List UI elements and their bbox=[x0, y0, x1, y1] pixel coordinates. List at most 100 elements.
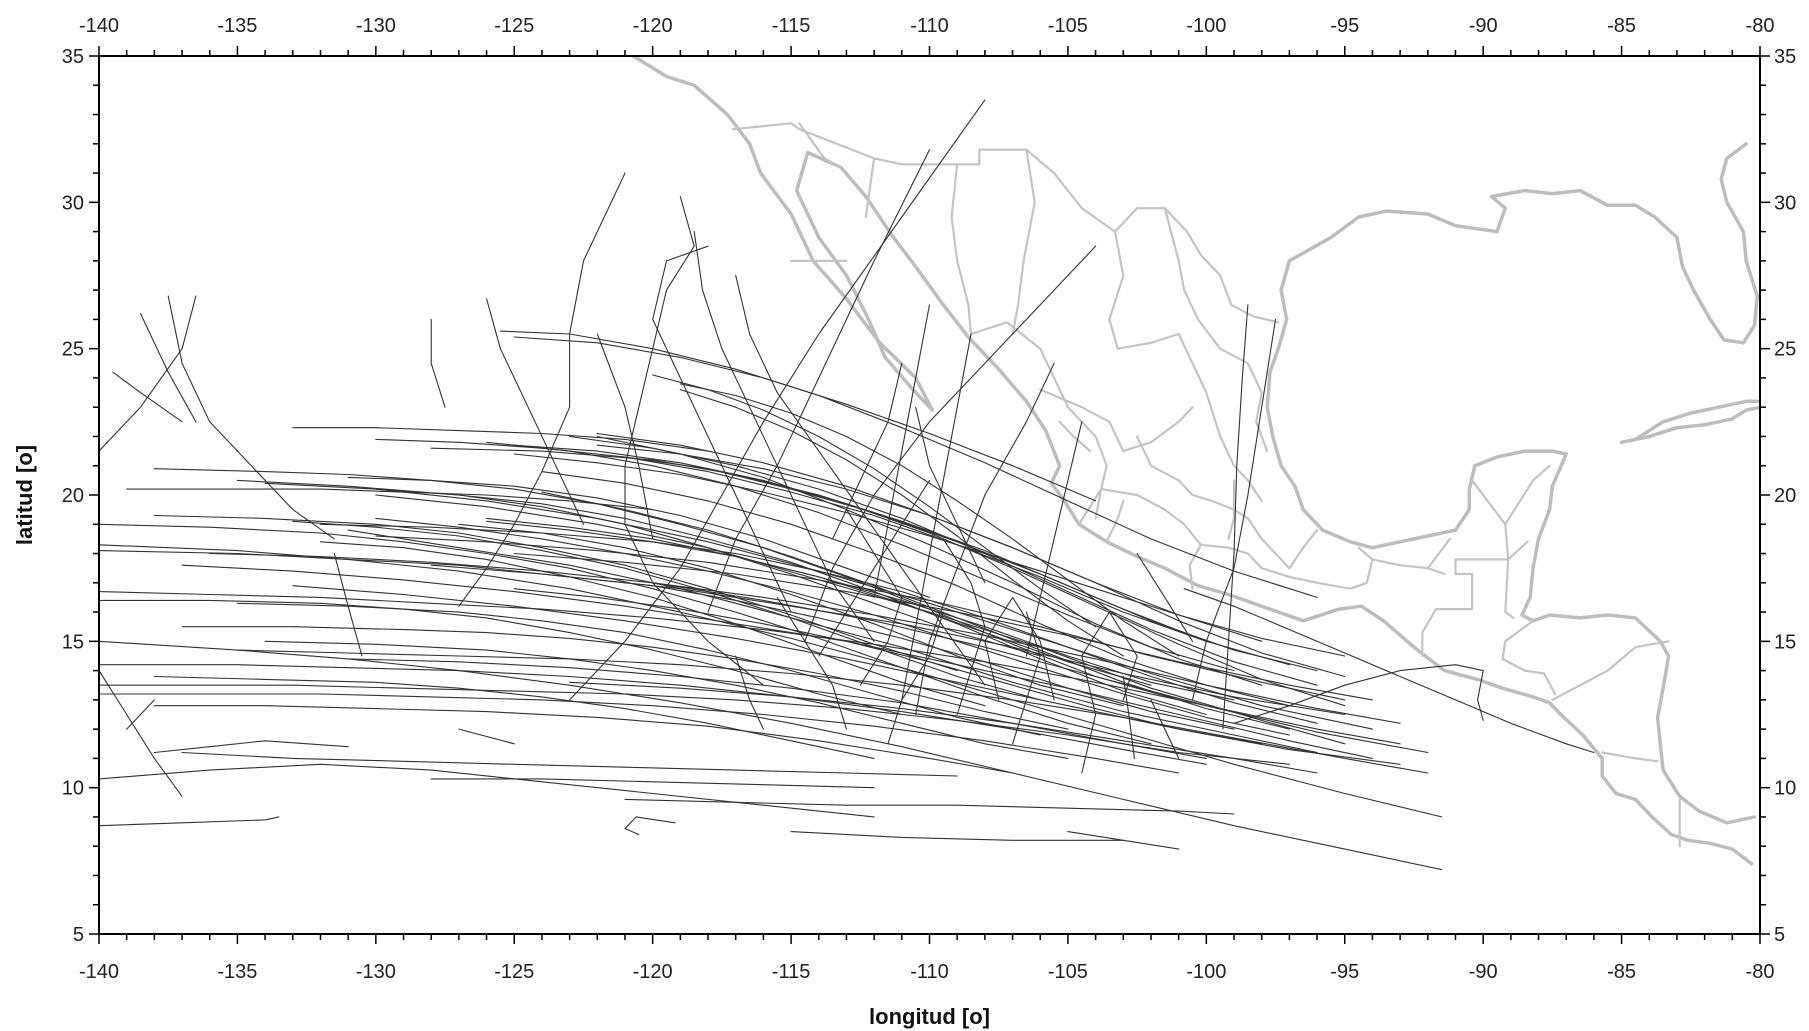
track-63 bbox=[624, 798, 1235, 815]
border-28 bbox=[1199, 543, 1263, 570]
track-93 bbox=[915, 406, 986, 584]
track-84 bbox=[1222, 304, 1249, 730]
y-tick-label-left: 10 bbox=[62, 778, 84, 800]
track-28 bbox=[652, 374, 1097, 628]
track-97 bbox=[1136, 552, 1194, 642]
y-tick-label-right: 30 bbox=[1774, 192, 1796, 214]
y-tick-label-right: 20 bbox=[1774, 485, 1796, 507]
track-7 bbox=[347, 658, 1207, 759]
track-45 bbox=[319, 541, 986, 707]
border-16 bbox=[1039, 388, 1125, 453]
track-27 bbox=[513, 453, 1346, 657]
land-layer bbox=[631, 56, 1760, 866]
track-75 bbox=[652, 245, 792, 613]
y-axis-title: latitud [o] bbox=[12, 445, 37, 545]
track-43 bbox=[236, 479, 1041, 657]
track-54 bbox=[513, 444, 1346, 707]
track-74 bbox=[693, 231, 875, 642]
track-82 bbox=[873, 304, 931, 598]
track-14 bbox=[375, 535, 1346, 701]
track-68 bbox=[99, 611, 183, 797]
track-25 bbox=[541, 491, 1290, 730]
y-tick-label-left: 20 bbox=[62, 485, 84, 507]
track-56 bbox=[292, 427, 709, 452]
x-tick-label-bottom: -130 bbox=[356, 961, 396, 983]
track-20 bbox=[292, 585, 1401, 765]
x-tick-label-bottom: -80 bbox=[1746, 961, 1775, 983]
ticks bbox=[89, 46, 1770, 944]
track-101 bbox=[845, 509, 903, 686]
x-tick-label-top: -120 bbox=[633, 15, 673, 37]
x-tick-label-bottom: -85 bbox=[1607, 961, 1636, 983]
track-87 bbox=[99, 295, 197, 452]
track-34 bbox=[153, 514, 958, 672]
track-32 bbox=[458, 523, 1124, 707]
border-38 bbox=[1188, 543, 1202, 590]
border-30 bbox=[1260, 567, 1368, 590]
track-108 bbox=[1183, 588, 1595, 754]
track-76 bbox=[735, 274, 986, 686]
x-tick-label-top: -80 bbox=[1746, 15, 1775, 37]
border-4 bbox=[1501, 619, 1535, 660]
track-92 bbox=[596, 333, 654, 540]
track-21 bbox=[99, 523, 1152, 745]
border-15 bbox=[969, 321, 1069, 409]
y-tick-label-left: 30 bbox=[62, 192, 84, 214]
track-30 bbox=[153, 705, 1014, 774]
border-36 bbox=[1105, 499, 1125, 543]
border-10 bbox=[798, 122, 842, 169]
y-tick-label-left: 15 bbox=[62, 631, 84, 653]
border-13 bbox=[950, 163, 973, 336]
x-tick-label-bottom: -125 bbox=[494, 961, 534, 983]
border-20 bbox=[1196, 318, 1269, 453]
track-41 bbox=[486, 517, 1152, 686]
track-88 bbox=[139, 312, 197, 423]
track-66 bbox=[1067, 831, 1180, 850]
track-72 bbox=[458, 172, 626, 607]
track-99 bbox=[776, 596, 848, 730]
x-tick-label-bottom: -120 bbox=[633, 961, 673, 983]
border-9 bbox=[1504, 464, 1551, 526]
track-60 bbox=[99, 763, 875, 818]
track-78 bbox=[707, 149, 931, 613]
border-27 bbox=[1227, 479, 1236, 540]
border-1 bbox=[1421, 540, 1529, 658]
y-tick-label-right: 10 bbox=[1774, 778, 1796, 800]
track-94 bbox=[1025, 421, 1083, 657]
x-tick-label-top: -100 bbox=[1186, 15, 1226, 37]
track-67 bbox=[153, 740, 349, 754]
border-33 bbox=[1371, 558, 1446, 576]
track-2 bbox=[181, 564, 1373, 759]
track-22 bbox=[486, 441, 1235, 672]
coastline-3 bbox=[1633, 399, 1760, 442]
y-tick-label-right: 15 bbox=[1774, 631, 1796, 653]
hurricane-tracks bbox=[99, 99, 1595, 871]
track-61 bbox=[99, 816, 280, 827]
border-35 bbox=[1077, 488, 1103, 526]
track-38 bbox=[679, 383, 1180, 657]
track-37 bbox=[486, 520, 1235, 701]
track-47 bbox=[153, 675, 875, 759]
x-tick-label-bottom: -90 bbox=[1469, 961, 1498, 983]
track-64 bbox=[790, 831, 1124, 841]
x-tick-label-bottom: -110 bbox=[910, 961, 949, 983]
track-48 bbox=[569, 681, 1318, 774]
track-36 bbox=[264, 640, 1069, 759]
x-tick-label-top: -130 bbox=[356, 15, 396, 37]
x-tick-label-top: -85 bbox=[1607, 15, 1636, 37]
x-tick-label-top: -125 bbox=[494, 15, 534, 37]
track-13 bbox=[153, 468, 1180, 701]
track-91 bbox=[430, 318, 446, 408]
track-58 bbox=[499, 330, 1318, 598]
x-tick-label-top: -140 bbox=[79, 15, 119, 37]
x-axis-title: longitud [o] bbox=[869, 1004, 990, 1029]
x-tick-label-top: -90 bbox=[1469, 15, 1498, 37]
track-104 bbox=[818, 479, 931, 657]
x-tick-label-bottom: -140 bbox=[79, 961, 119, 983]
coastline-0 bbox=[631, 56, 1754, 866]
track-52 bbox=[347, 476, 931, 598]
border-17 bbox=[1108, 230, 1125, 350]
y-tick-label-right: 25 bbox=[1774, 339, 1796, 361]
y-tick-label-left: 35 bbox=[62, 46, 84, 68]
